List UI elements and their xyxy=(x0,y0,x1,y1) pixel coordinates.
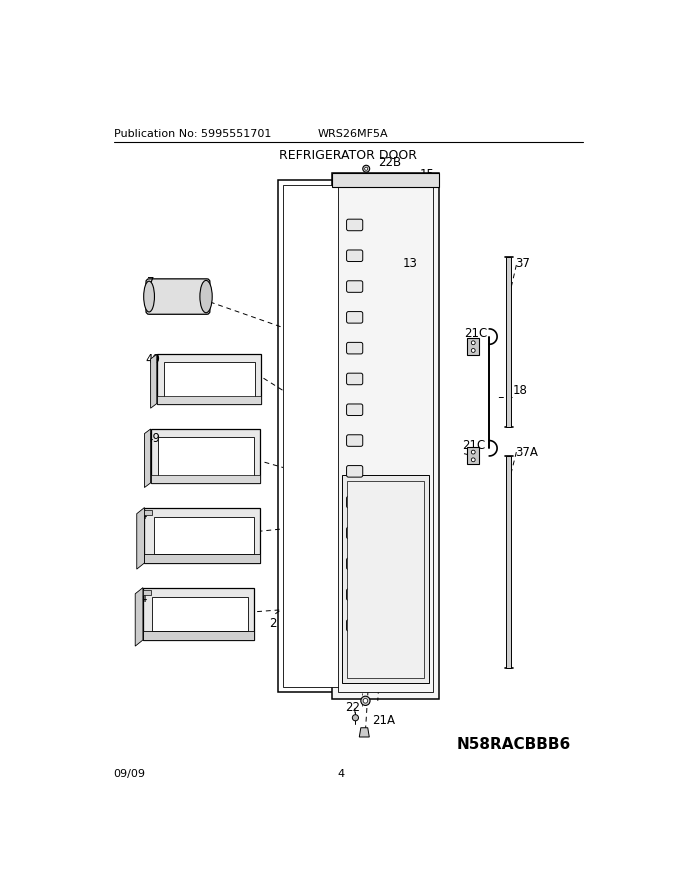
Polygon shape xyxy=(158,436,254,477)
Polygon shape xyxy=(467,338,479,355)
Polygon shape xyxy=(338,180,433,693)
FancyBboxPatch shape xyxy=(347,620,362,631)
Polygon shape xyxy=(144,508,260,563)
Circle shape xyxy=(471,348,475,352)
Text: 22B: 22B xyxy=(378,156,401,169)
Circle shape xyxy=(471,458,475,462)
Text: 7: 7 xyxy=(147,276,154,290)
Polygon shape xyxy=(359,728,369,737)
Polygon shape xyxy=(341,475,429,683)
Polygon shape xyxy=(150,355,157,408)
Text: 21C: 21C xyxy=(462,439,486,452)
FancyBboxPatch shape xyxy=(347,219,362,231)
Polygon shape xyxy=(467,447,479,465)
Circle shape xyxy=(363,699,368,703)
Polygon shape xyxy=(150,429,260,483)
Polygon shape xyxy=(143,590,150,595)
Polygon shape xyxy=(143,631,254,640)
Polygon shape xyxy=(154,517,254,554)
Polygon shape xyxy=(143,588,254,640)
Ellipse shape xyxy=(200,281,212,312)
Circle shape xyxy=(471,451,475,454)
Text: 4: 4 xyxy=(337,769,344,780)
Circle shape xyxy=(352,715,358,721)
FancyBboxPatch shape xyxy=(347,558,362,569)
FancyBboxPatch shape xyxy=(347,250,362,261)
Text: 4: 4 xyxy=(139,509,147,522)
Polygon shape xyxy=(165,362,255,398)
Text: 09/09: 09/09 xyxy=(114,769,146,780)
Polygon shape xyxy=(150,475,260,483)
Text: 49: 49 xyxy=(146,432,160,444)
Polygon shape xyxy=(157,355,262,404)
Text: REFRIGERATOR DOOR: REFRIGERATOR DOOR xyxy=(279,150,418,163)
Polygon shape xyxy=(332,173,439,699)
Text: 21A: 21A xyxy=(373,715,395,728)
FancyBboxPatch shape xyxy=(347,496,362,508)
Polygon shape xyxy=(144,554,260,563)
Text: 22: 22 xyxy=(345,701,360,715)
Text: N58RACBBB6: N58RACBBB6 xyxy=(457,737,571,752)
Text: 37: 37 xyxy=(515,257,530,270)
Polygon shape xyxy=(283,185,373,687)
Text: 49: 49 xyxy=(146,353,160,366)
FancyBboxPatch shape xyxy=(347,589,362,600)
FancyBboxPatch shape xyxy=(146,279,210,314)
Circle shape xyxy=(471,341,475,345)
Polygon shape xyxy=(507,456,511,668)
Polygon shape xyxy=(144,510,152,515)
Text: 4: 4 xyxy=(139,592,147,605)
Polygon shape xyxy=(277,180,378,693)
FancyBboxPatch shape xyxy=(347,373,362,385)
Polygon shape xyxy=(332,173,439,187)
Polygon shape xyxy=(157,396,262,404)
Polygon shape xyxy=(135,588,143,646)
Circle shape xyxy=(361,696,370,706)
Text: 15: 15 xyxy=(420,167,435,180)
Text: 18: 18 xyxy=(513,384,528,397)
Text: WRS26MF5A: WRS26MF5A xyxy=(318,128,388,139)
FancyBboxPatch shape xyxy=(347,527,362,539)
Ellipse shape xyxy=(143,281,154,312)
FancyBboxPatch shape xyxy=(347,281,362,292)
Polygon shape xyxy=(507,257,511,428)
FancyBboxPatch shape xyxy=(347,435,362,446)
Text: 21C: 21C xyxy=(464,327,488,340)
Circle shape xyxy=(364,167,368,170)
Polygon shape xyxy=(137,508,144,569)
Circle shape xyxy=(362,165,370,172)
Polygon shape xyxy=(144,429,150,488)
FancyBboxPatch shape xyxy=(347,342,362,354)
Text: 37A: 37A xyxy=(515,445,539,458)
Text: 13: 13 xyxy=(403,257,418,270)
Text: Publication No: 5995551701: Publication No: 5995551701 xyxy=(114,128,271,139)
FancyBboxPatch shape xyxy=(347,312,362,323)
Text: 2: 2 xyxy=(269,617,277,629)
FancyBboxPatch shape xyxy=(347,404,362,415)
FancyBboxPatch shape xyxy=(347,466,362,477)
Polygon shape xyxy=(152,597,248,631)
Polygon shape xyxy=(347,480,424,678)
